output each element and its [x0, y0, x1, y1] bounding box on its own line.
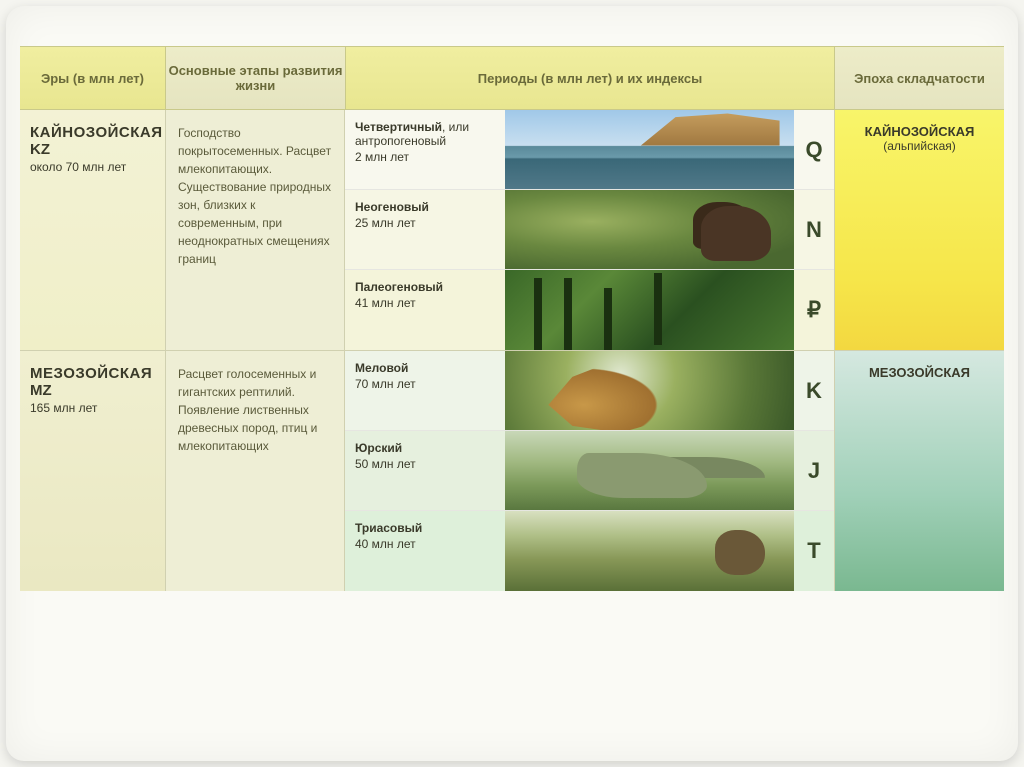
period-duration: 70 млн лет — [355, 377, 495, 391]
period-index: ₽ — [794, 270, 834, 350]
header-era: Эры (в млн лет) — [20, 47, 165, 109]
periods-cell: Меловой 70 млн лет K Юрский 50 млн лет J — [345, 351, 834, 591]
period-name: Палеогеновый — [355, 280, 443, 294]
period-label: Палеогеновый 41 млн лет — [345, 270, 505, 350]
period-duration: 41 млн лет — [355, 296, 495, 310]
period-name: Триасовый — [355, 521, 422, 535]
folding-cell: МЕЗОЗОЙСКАЯ — [834, 351, 1004, 591]
period-duration: 40 млн лет — [355, 537, 495, 551]
table-body: КАЙНОЗОЙСКАЯ KZ около 70 млн лет Господс… — [20, 110, 1004, 747]
period-label: Неогеновый 25 млн лет — [345, 190, 505, 269]
era-code: KZ — [30, 141, 155, 158]
table-header: Эры (в млн лет) Основные этапы развития … — [20, 46, 1004, 110]
folding-name: МЕЗОЗОЙСКАЯ — [869, 365, 970, 380]
period-duration: 2 млн лет — [355, 150, 495, 164]
period-illustration — [505, 431, 794, 510]
era-duration: 165 млн лет — [30, 401, 155, 415]
geologic-table: Эры (в млн лет) Основные этапы развития … — [6, 6, 1018, 761]
period-label: Юрский 50 млн лет — [345, 431, 505, 510]
period-illustration — [505, 351, 794, 430]
period-name: Юрский — [355, 441, 402, 455]
development-cell: Расцвет голосеменных и гигантских рептил… — [165, 351, 345, 591]
period-label: Триасовый 40 млн лет — [345, 511, 505, 591]
period-label: Четвертичный, или антропогеновый 2 млн л… — [345, 110, 505, 189]
period-label: Меловой 70 млн лет — [345, 351, 505, 430]
period-name: Меловой — [355, 361, 408, 375]
period-row: Четвертичный, или антропогеновый 2 млн л… — [345, 110, 834, 190]
era-row-mz: МЕЗОЗОЙСКАЯ MZ 165 млн лет Расцвет голос… — [20, 351, 1004, 591]
period-index: T — [794, 511, 834, 591]
period-row: Триасовый 40 млн лет T — [345, 511, 834, 591]
folding-sub: (альпийская) — [845, 139, 994, 153]
period-index: K — [794, 351, 834, 430]
folding-cell: КАЙНОЗОЙСКАЯ (альпийская) — [834, 110, 1004, 350]
period-illustration — [505, 110, 794, 189]
folding-name: КАЙНОЗОЙСКАЯ — [865, 124, 975, 139]
period-row: Меловой 70 млн лет K — [345, 351, 834, 431]
period-row: Неогеновый 25 млн лет N — [345, 190, 834, 270]
era-row-kz: КАЙНОЗОЙСКАЯ KZ около 70 млн лет Господс… — [20, 110, 1004, 351]
development-cell: Господство покрытосеменных. Расцвет млек… — [165, 110, 345, 350]
period-duration: 25 млн лет — [355, 216, 495, 230]
header-periods: Периоды (в млн лет) и их индексы — [345, 47, 834, 109]
period-illustration — [505, 190, 794, 269]
era-name: МЕЗОЗОЙСКАЯ — [30, 365, 155, 382]
era-cell: КАЙНОЗОЙСКАЯ KZ около 70 млн лет — [20, 110, 165, 350]
period-illustration — [505, 511, 794, 591]
era-cell: МЕЗОЗОЙСКАЯ MZ 165 млн лет — [20, 351, 165, 591]
period-name: Четвертичный — [355, 120, 442, 134]
period-name: Неогеновый — [355, 200, 429, 214]
period-index: Q — [794, 110, 834, 189]
period-duration: 50 млн лет — [355, 457, 495, 471]
era-name: КАЙНОЗОЙСКАЯ — [30, 124, 155, 141]
era-code: MZ — [30, 382, 155, 399]
periods-cell: Четвертичный, или антропогеновый 2 млн л… — [345, 110, 834, 350]
period-row: Юрский 50 млн лет J — [345, 431, 834, 511]
era-duration: около 70 млн лет — [30, 160, 155, 174]
period-index: J — [794, 431, 834, 510]
header-folding: Эпоха складчатости — [834, 47, 1004, 109]
header-development: Основные этапы развития жизни — [165, 47, 345, 109]
period-illustration — [505, 270, 794, 350]
period-row: Палеогеновый 41 млн лет ₽ — [345, 270, 834, 350]
period-index: N — [794, 190, 834, 269]
